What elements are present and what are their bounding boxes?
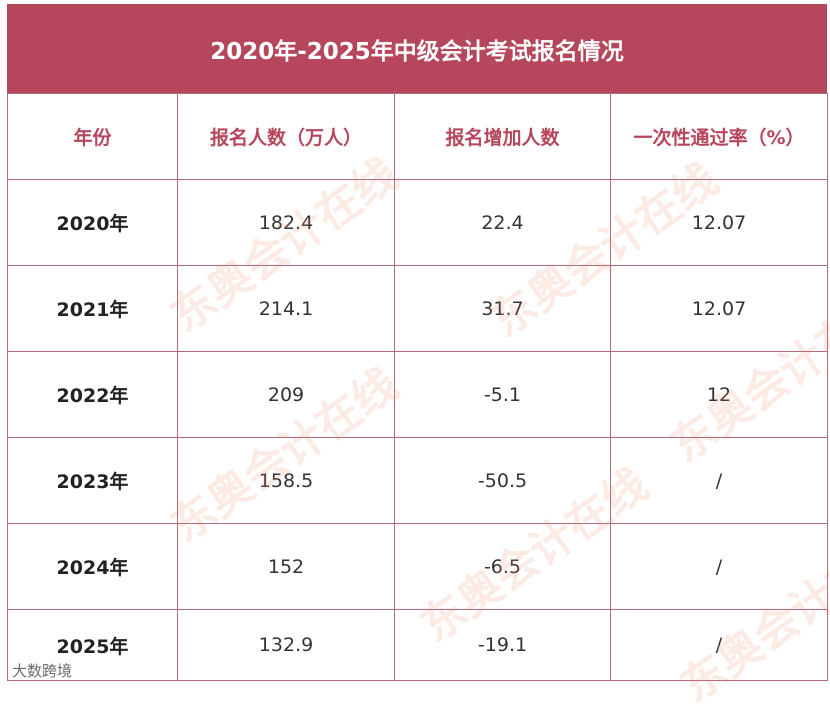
table-row: 2023年 158.5 -50.5 / xyxy=(7,437,828,524)
increase-cell: -6.5 xyxy=(394,523,611,610)
pass-rate-cell: 12.07 xyxy=(610,179,828,266)
increase-cell: -5.1 xyxy=(394,351,611,438)
source-watermark: 大数跨境 xyxy=(12,662,73,680)
table-row: 2022年 209 -5.1 12 xyxy=(7,351,828,438)
year-cell: 2023年 xyxy=(7,437,178,524)
year-cell: 2020年 xyxy=(7,179,178,266)
applicants-cell: 132.9 xyxy=(177,609,395,681)
applicants-cell: 152 xyxy=(177,523,395,610)
pass-rate-cell: / xyxy=(610,437,828,524)
pass-rate-cell: 12.07 xyxy=(610,265,828,352)
table-row: 2020年 182.4 22.4 12.07 xyxy=(7,179,828,266)
year-cell: 2025年 xyxy=(7,609,178,681)
year-cell: 2021年 xyxy=(7,265,178,352)
pass-rate-cell: / xyxy=(610,609,828,681)
table-row: 2024年 152 -6.5 / xyxy=(7,523,828,610)
column-header-year: 年份 xyxy=(7,93,178,180)
applicants-cell: 214.1 xyxy=(177,265,395,352)
column-header-pass-rate: 一次性通过率（%） xyxy=(610,93,828,180)
table-row: 2025年 132.9 -19.1 / xyxy=(7,609,828,681)
header-row: 年份 报名人数（万人） 报名增加人数 一次性通过率（%） xyxy=(7,93,828,180)
year-cell: 2022年 xyxy=(7,351,178,438)
column-header-increase: 报名增加人数 xyxy=(394,93,611,180)
pass-rate-cell: 12 xyxy=(610,351,828,438)
registration-table: 年份 报名人数（万人） 报名增加人数 一次性通过率（%） 2020年 182.4… xyxy=(7,93,828,681)
table-row: 2021年 214.1 31.7 12.07 xyxy=(7,265,828,352)
increase-cell: -50.5 xyxy=(394,437,611,524)
year-cell: 2024年 xyxy=(7,523,178,610)
applicants-cell: 182.4 xyxy=(177,179,395,266)
column-header-applicants: 报名人数（万人） xyxy=(177,93,395,180)
increase-cell: -19.1 xyxy=(394,609,611,681)
applicants-cell: 209 xyxy=(177,351,395,438)
pass-rate-cell: / xyxy=(610,523,828,610)
applicants-cell: 158.5 xyxy=(177,437,395,524)
table-title: 2020年-2025年中级会计考试报名情况 xyxy=(7,4,827,93)
increase-cell: 31.7 xyxy=(394,265,611,352)
increase-cell: 22.4 xyxy=(394,179,611,266)
